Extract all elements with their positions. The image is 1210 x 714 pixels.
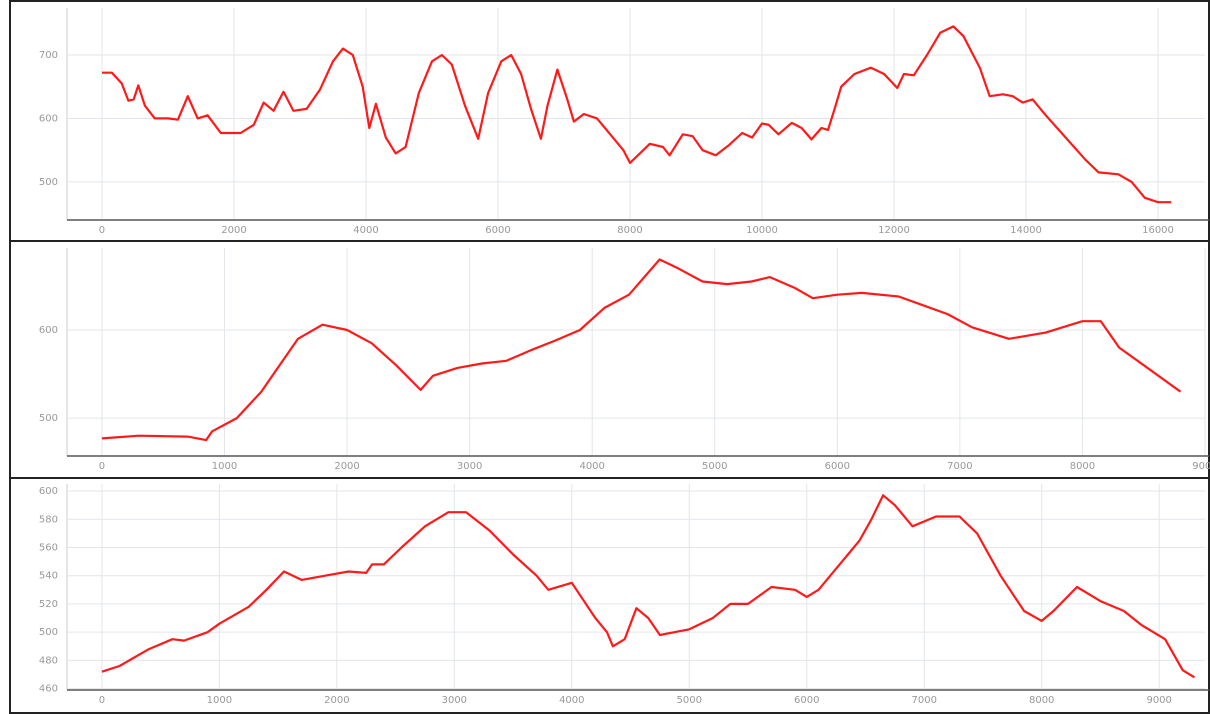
y-tick-label: 540 bbox=[39, 571, 58, 582]
y-tick-label: 500 bbox=[39, 627, 58, 638]
x-tick-label: 2000 bbox=[334, 461, 359, 472]
x-tick-label: 0 bbox=[99, 461, 105, 472]
x-tick-label: 12000 bbox=[878, 225, 910, 236]
x-tick-label: 4000 bbox=[353, 225, 378, 236]
x-tick-label: 7000 bbox=[912, 695, 937, 706]
x-tick-label: 6000 bbox=[794, 695, 819, 706]
y-tick-label: 600 bbox=[39, 113, 58, 124]
x-tick-label: 4000 bbox=[579, 461, 604, 472]
line bbox=[101, 258, 1182, 442]
x-tick-label: 9000 bbox=[1192, 461, 1210, 472]
y-tick-label: 520 bbox=[39, 599, 58, 610]
x-tick-label: 6000 bbox=[825, 461, 850, 472]
x-tick-label: 9000 bbox=[1146, 695, 1171, 706]
x-tick-label: 4000 bbox=[559, 695, 584, 706]
y-tick-label: 600 bbox=[39, 486, 58, 497]
x-tick-label: 5000 bbox=[677, 695, 702, 706]
x-tick-label: 16000 bbox=[1142, 225, 1174, 236]
x-tick-label: 1000 bbox=[212, 461, 237, 472]
y-tick-label: 480 bbox=[39, 655, 58, 666]
y-tick-label: 500 bbox=[39, 177, 58, 188]
y-tick-label: 560 bbox=[39, 542, 58, 553]
x-tick-label: 5000 bbox=[702, 461, 727, 472]
x-tick-label: 2000 bbox=[221, 225, 246, 236]
x-tick-label: 14000 bbox=[1010, 225, 1042, 236]
x-tick-label: 1000 bbox=[207, 695, 232, 706]
x-tick-label: 8000 bbox=[1070, 461, 1095, 472]
y-tick-label: 600 bbox=[39, 325, 58, 336]
x-tick-label: 8000 bbox=[617, 225, 642, 236]
y-tick-label: 700 bbox=[39, 50, 58, 61]
x-tick-label: 7000 bbox=[947, 461, 972, 472]
line bbox=[101, 494, 1195, 679]
line bbox=[102, 25, 1172, 204]
panel-frame bbox=[9, 240, 1210, 479]
x-tick-label: 10000 bbox=[746, 225, 778, 236]
panel-frame bbox=[9, 0, 1210, 242]
y-tick-label: 500 bbox=[39, 413, 58, 424]
x-tick-label: 2000 bbox=[324, 695, 349, 706]
x-tick-label: 3000 bbox=[442, 695, 467, 706]
panel-frame bbox=[9, 477, 1210, 714]
y-tick-label: 580 bbox=[39, 514, 58, 525]
x-tick-label: 0 bbox=[99, 225, 105, 236]
y-tick-label: 460 bbox=[39, 684, 58, 695]
x-tick-label: 3000 bbox=[457, 461, 482, 472]
x-tick-label: 8000 bbox=[1029, 695, 1054, 706]
x-tick-label: 0 bbox=[99, 695, 105, 706]
x-tick-label: 6000 bbox=[485, 225, 510, 236]
